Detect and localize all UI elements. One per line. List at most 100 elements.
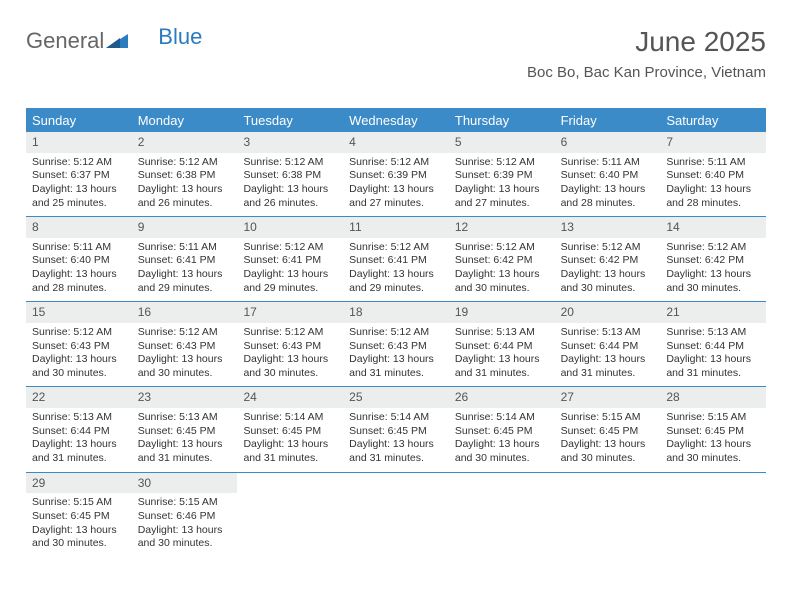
day-header-sunday: Sunday xyxy=(26,108,132,132)
day-sunset: Sunset: 6:45 PM xyxy=(32,510,126,524)
day-number: 5 xyxy=(449,132,555,153)
day-daylight1: Daylight: 13 hours xyxy=(243,353,337,367)
day-sunrise: Sunrise: 5:15 AM xyxy=(32,496,126,510)
day-body: Sunrise: 5:12 AMSunset: 6:43 PMDaylight:… xyxy=(237,323,343,387)
calendar-day-cell: 17Sunrise: 5:12 AMSunset: 6:43 PMDayligh… xyxy=(237,302,343,386)
day-header-row: Sunday Monday Tuesday Wednesday Thursday… xyxy=(26,108,766,132)
day-body: Sunrise: 5:12 AMSunset: 6:39 PMDaylight:… xyxy=(449,153,555,217)
day-number: 21 xyxy=(660,302,766,323)
calendar-day-cell: 28Sunrise: 5:15 AMSunset: 6:45 PMDayligh… xyxy=(660,387,766,471)
calendar-day-cell xyxy=(449,473,555,557)
day-sunrise: Sunrise: 5:11 AM xyxy=(32,241,126,255)
calendar-day-cell xyxy=(555,473,661,557)
day-daylight2: and 30 minutes. xyxy=(455,282,549,296)
day-number: 6 xyxy=(555,132,661,153)
day-daylight2: and 31 minutes. xyxy=(138,452,232,466)
calendar-day-cell: 19Sunrise: 5:13 AMSunset: 6:44 PMDayligh… xyxy=(449,302,555,386)
day-sunset: Sunset: 6:45 PM xyxy=(666,425,760,439)
page-title: June 2025 xyxy=(527,26,766,58)
day-sunset: Sunset: 6:43 PM xyxy=(349,340,443,354)
day-body: Sunrise: 5:12 AMSunset: 6:42 PMDaylight:… xyxy=(449,238,555,302)
day-daylight1: Daylight: 13 hours xyxy=(138,438,232,452)
day-sunrise: Sunrise: 5:13 AM xyxy=(455,326,549,340)
day-body: Sunrise: 5:14 AMSunset: 6:45 PMDaylight:… xyxy=(237,408,343,472)
day-number: 18 xyxy=(343,302,449,323)
calendar-day-cell: 27Sunrise: 5:15 AMSunset: 6:45 PMDayligh… xyxy=(555,387,661,471)
day-header-wednesday: Wednesday xyxy=(343,108,449,132)
day-sunset: Sunset: 6:45 PM xyxy=(561,425,655,439)
day-sunset: Sunset: 6:40 PM xyxy=(666,169,760,183)
day-daylight2: and 30 minutes. xyxy=(138,367,232,381)
day-daylight2: and 30 minutes. xyxy=(561,452,655,466)
day-daylight1: Daylight: 13 hours xyxy=(32,524,126,538)
day-daylight1: Daylight: 13 hours xyxy=(455,438,549,452)
day-daylight1: Daylight: 13 hours xyxy=(243,183,337,197)
day-number: 26 xyxy=(449,387,555,408)
day-sunset: Sunset: 6:43 PM xyxy=(243,340,337,354)
day-sunrise: Sunrise: 5:15 AM xyxy=(666,411,760,425)
day-daylight1: Daylight: 13 hours xyxy=(32,353,126,367)
calendar-day-cell: 18Sunrise: 5:12 AMSunset: 6:43 PMDayligh… xyxy=(343,302,449,386)
day-number: 3 xyxy=(237,132,343,153)
day-sunrise: Sunrise: 5:11 AM xyxy=(666,156,760,170)
day-body: Sunrise: 5:13 AMSunset: 6:44 PMDaylight:… xyxy=(449,323,555,387)
day-sunrise: Sunrise: 5:12 AM xyxy=(455,241,549,255)
day-daylight1: Daylight: 13 hours xyxy=(455,353,549,367)
calendar-week: 15Sunrise: 5:12 AMSunset: 6:43 PMDayligh… xyxy=(26,302,766,387)
day-body: Sunrise: 5:12 AMSunset: 6:41 PMDaylight:… xyxy=(343,238,449,302)
day-sunset: Sunset: 6:39 PM xyxy=(455,169,549,183)
day-sunset: Sunset: 6:45 PM xyxy=(455,425,549,439)
day-sunset: Sunset: 6:42 PM xyxy=(666,254,760,268)
day-sunset: Sunset: 6:44 PM xyxy=(455,340,549,354)
day-body: Sunrise: 5:12 AMSunset: 6:42 PMDaylight:… xyxy=(555,238,661,302)
day-number: 2 xyxy=(132,132,238,153)
day-number: 10 xyxy=(237,217,343,238)
day-daylight2: and 28 minutes. xyxy=(561,197,655,211)
day-sunrise: Sunrise: 5:12 AM xyxy=(349,326,443,340)
day-daylight2: and 30 minutes. xyxy=(32,367,126,381)
day-daylight2: and 29 minutes. xyxy=(138,282,232,296)
day-number: 19 xyxy=(449,302,555,323)
day-body: Sunrise: 5:12 AMSunset: 6:37 PMDaylight:… xyxy=(26,153,132,217)
calendar-day-cell: 23Sunrise: 5:13 AMSunset: 6:45 PMDayligh… xyxy=(132,387,238,471)
day-sunrise: Sunrise: 5:11 AM xyxy=(561,156,655,170)
calendar-day-cell xyxy=(343,473,449,557)
day-sunset: Sunset: 6:37 PM xyxy=(32,169,126,183)
day-sunrise: Sunrise: 5:15 AM xyxy=(138,496,232,510)
day-number: 30 xyxy=(132,473,238,494)
day-sunset: Sunset: 6:38 PM xyxy=(138,169,232,183)
calendar-day-cell: 26Sunrise: 5:14 AMSunset: 6:45 PMDayligh… xyxy=(449,387,555,471)
day-body: Sunrise: 5:12 AMSunset: 6:43 PMDaylight:… xyxy=(343,323,449,387)
day-daylight1: Daylight: 13 hours xyxy=(32,438,126,452)
day-number: 7 xyxy=(660,132,766,153)
day-daylight1: Daylight: 13 hours xyxy=(561,353,655,367)
day-daylight2: and 26 minutes. xyxy=(243,197,337,211)
day-number: 24 xyxy=(237,387,343,408)
day-number: 28 xyxy=(660,387,766,408)
calendar-day-cell: 11Sunrise: 5:12 AMSunset: 6:41 PMDayligh… xyxy=(343,217,449,301)
day-number: 22 xyxy=(26,387,132,408)
day-sunset: Sunset: 6:41 PM xyxy=(138,254,232,268)
calendar-day-cell: 9Sunrise: 5:11 AMSunset: 6:41 PMDaylight… xyxy=(132,217,238,301)
calendar-day-cell: 22Sunrise: 5:13 AMSunset: 6:44 PMDayligh… xyxy=(26,387,132,471)
day-number: 4 xyxy=(343,132,449,153)
day-sunset: Sunset: 6:42 PM xyxy=(455,254,549,268)
day-daylight1: Daylight: 13 hours xyxy=(138,353,232,367)
day-body: Sunrise: 5:15 AMSunset: 6:45 PMDaylight:… xyxy=(660,408,766,472)
day-daylight1: Daylight: 13 hours xyxy=(32,183,126,197)
day-daylight2: and 28 minutes. xyxy=(32,282,126,296)
day-number: 23 xyxy=(132,387,238,408)
day-daylight1: Daylight: 13 hours xyxy=(561,438,655,452)
day-daylight1: Daylight: 13 hours xyxy=(561,183,655,197)
day-daylight2: and 29 minutes. xyxy=(243,282,337,296)
day-number: 29 xyxy=(26,473,132,494)
day-body: Sunrise: 5:12 AMSunset: 6:43 PMDaylight:… xyxy=(132,323,238,387)
day-daylight1: Daylight: 13 hours xyxy=(349,268,443,282)
day-number: 14 xyxy=(660,217,766,238)
day-number: 15 xyxy=(26,302,132,323)
calendar-day-cell: 30Sunrise: 5:15 AMSunset: 6:46 PMDayligh… xyxy=(132,473,238,557)
day-sunset: Sunset: 6:44 PM xyxy=(561,340,655,354)
day-sunset: Sunset: 6:40 PM xyxy=(32,254,126,268)
day-daylight2: and 31 minutes. xyxy=(349,367,443,381)
day-body: Sunrise: 5:11 AMSunset: 6:40 PMDaylight:… xyxy=(26,238,132,302)
